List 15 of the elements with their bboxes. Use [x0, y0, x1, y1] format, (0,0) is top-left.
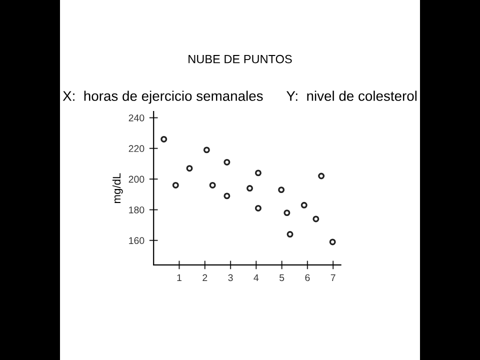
x-tick-label: 4: [254, 274, 259, 282]
y-tick-label: 240: [128, 114, 144, 122]
y-tick-label: 180: [129, 206, 144, 214]
x-tick-label: 2: [202, 274, 208, 282]
x-tick-label: 6: [305, 274, 310, 282]
y-axis-title: mg/dL: [112, 173, 123, 203]
x-tick-label: 3: [228, 274, 233, 282]
y-tick-label: 220: [128, 145, 144, 152]
x-tick-label: 7: [330, 274, 336, 282]
x-tick-label: 1: [177, 274, 182, 282]
x-tick-label: 5: [280, 274, 284, 282]
chart-subtitle: X: horas de ejercicio semanales Y: nivel de colesterol: [62, 90, 417, 104]
y-tick-label: 200: [128, 176, 144, 183]
y-tick-label: 160: [129, 237, 144, 244]
chart-title: NUBE DE PUNTOS: [188, 54, 292, 64]
